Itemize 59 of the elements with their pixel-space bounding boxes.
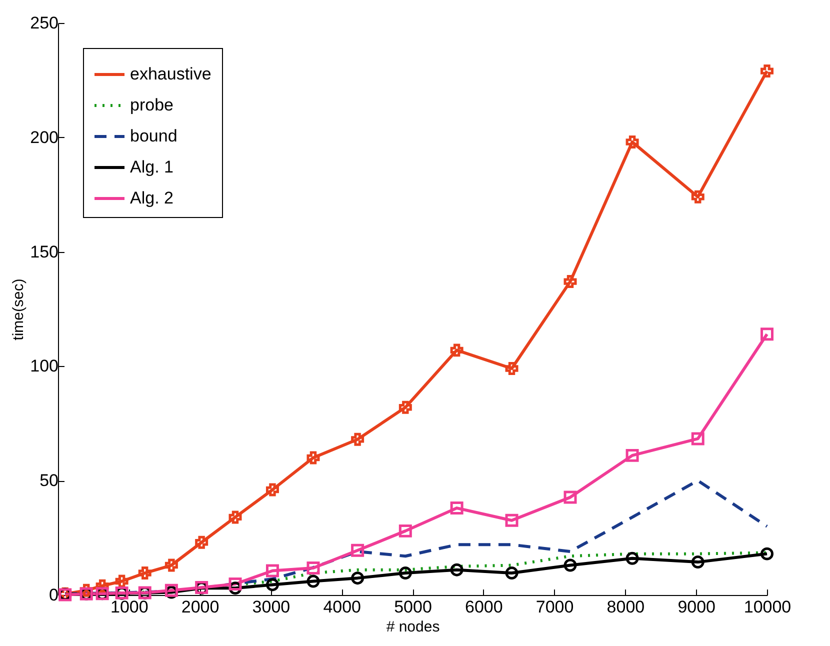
point: [760, 64, 774, 78]
point: [266, 483, 279, 496]
x-axis-title: # nodes: [386, 618, 440, 636]
x-tick-label: 7000: [536, 598, 574, 616]
point: [626, 135, 639, 148]
point: [228, 578, 242, 591]
point: [691, 432, 704, 446]
x-tick-label: 1000: [110, 598, 148, 616]
point: [564, 558, 577, 572]
point: [351, 432, 364, 446]
legend-label: probe: [130, 96, 174, 114]
point: [115, 574, 128, 588]
point: [505, 514, 518, 527]
x-tick-label: 2000: [181, 598, 220, 616]
y-tick-label: 200: [30, 128, 58, 147]
y-tick-label: 250: [30, 14, 58, 32]
x-tick-label: 4000: [323, 598, 362, 616]
point: [505, 362, 518, 375]
point: [450, 563, 464, 576]
point: [306, 574, 320, 588]
point: [691, 556, 704, 569]
point: [691, 190, 704, 204]
x-tick-label: 9000: [678, 598, 716, 616]
point: [228, 510, 242, 524]
point: [351, 544, 364, 557]
x-tick-label: 6000: [464, 598, 503, 616]
point: [450, 344, 464, 357]
legend-label: Alg. 1: [130, 158, 174, 176]
legend-label: exhaustive: [130, 64, 212, 84]
point: [450, 502, 464, 515]
y-axis-title: time(sec): [10, 278, 28, 340]
x-tick-label: 10000: [744, 598, 792, 616]
point: [306, 451, 320, 464]
point: [398, 566, 412, 580]
point: [266, 564, 279, 578]
point: [564, 490, 577, 504]
point: [351, 572, 364, 585]
y-tick-label: 150: [30, 242, 58, 262]
point: [760, 547, 774, 560]
point: [164, 558, 178, 572]
point: [626, 448, 639, 462]
point: [138, 566, 152, 580]
point: [505, 566, 518, 580]
point: [398, 524, 412, 538]
point: [398, 400, 412, 414]
point: [760, 328, 774, 341]
point: [564, 275, 577, 288]
y-tick-label: 0: [49, 586, 58, 604]
legend-label: Alg. 2: [130, 188, 174, 208]
point: [266, 578, 279, 592]
point: [195, 536, 208, 549]
x-tick-label: 3000: [252, 598, 290, 616]
x-tick-label: 5000: [394, 598, 432, 616]
x-tick-label: 8000: [606, 598, 645, 616]
point: [626, 552, 639, 565]
point: [306, 562, 320, 574]
legend-label: bound: [130, 126, 178, 146]
y-tick-label: 100: [30, 356, 58, 376]
y-tick-label: 50: [40, 471, 58, 490]
